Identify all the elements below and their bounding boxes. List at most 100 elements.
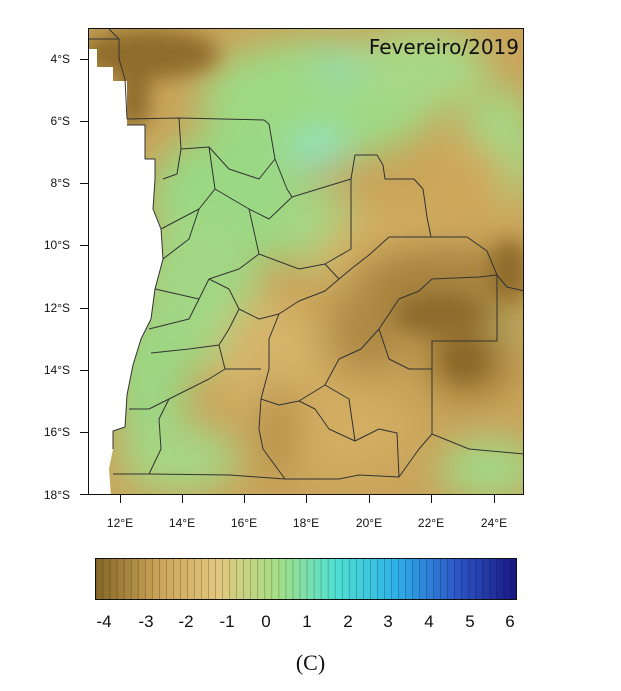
colorbar-bin <box>342 559 350 599</box>
y-tick-mark <box>80 432 88 433</box>
colorbar-bin <box>278 559 287 599</box>
colorbar-label: 5 <box>465 612 475 631</box>
colorbar-bin <box>138 559 146 599</box>
x-tick-mark <box>120 495 121 503</box>
colorbar-bin <box>110 559 118 599</box>
colorbar-bin <box>201 559 210 599</box>
colorbar-bin <box>285 559 294 599</box>
colorbar-label: 2 <box>343 612 353 631</box>
map-title: Fevereiro/2019 <box>368 35 519 59</box>
colorbar-bin <box>349 559 357 599</box>
colorbar-bin <box>187 559 195 599</box>
colorbar-bin <box>384 559 392 599</box>
colorbar-bin <box>145 559 153 599</box>
x-tick-label: 12°E <box>106 516 134 530</box>
colorbar-bin <box>391 559 399 599</box>
colorbar-bin <box>131 559 139 599</box>
colorbar-bin <box>454 559 463 599</box>
colorbar-bin <box>412 559 421 599</box>
colorbar-bin <box>496 559 505 599</box>
colorbar-bin <box>243 559 252 599</box>
colorbar-bin <box>124 559 132 599</box>
colorbar-label: 6 <box>505 612 515 631</box>
colorbar-bin <box>440 559 449 599</box>
colorbar-bin <box>356 559 364 599</box>
colorbar-bin <box>250 559 259 599</box>
colorbar-bin <box>96 559 104 599</box>
y-tick-mark <box>80 494 88 495</box>
figure-caption: (C) <box>295 650 326 675</box>
colorbar-bin <box>398 559 406 599</box>
y-tick-mark <box>80 370 88 371</box>
colorbar-bin <box>159 559 167 599</box>
colorbar-bin <box>363 559 371 599</box>
colorbar-bin <box>152 559 160 599</box>
colorbar-bin <box>299 559 308 599</box>
y-tick-label: 8°S <box>50 176 70 190</box>
country-borders <box>89 29 523 480</box>
colorbar-bin <box>503 559 512 599</box>
colorbar-bin <box>377 559 385 599</box>
x-tick-mark <box>369 495 370 503</box>
y-tick-label: 6°S <box>50 114 70 128</box>
y-tick-label: 14°S <box>43 363 70 377</box>
y-tick-label: 18°S <box>43 488 70 502</box>
x-tick-mark <box>182 495 183 503</box>
colorbar-bin <box>461 559 470 599</box>
y-tick-mark <box>80 121 88 122</box>
colorbar-label: 3 <box>383 612 393 631</box>
y-tick-mark <box>80 245 88 246</box>
y-tick-mark <box>80 59 88 60</box>
colorbar-bin <box>328 559 336 599</box>
colorbar-bin <box>426 559 435 599</box>
colorbar-bin <box>321 559 329 599</box>
colorbar-bin <box>447 559 456 599</box>
colorbar-bin <box>419 559 428 599</box>
map-panel: Fevereiro/2019 <box>88 28 524 495</box>
colorbar-bin <box>215 559 224 599</box>
colorbar-bin <box>370 559 378 599</box>
y-tick-mark <box>80 183 88 184</box>
colorbar-bin <box>208 559 217 599</box>
colorbar-label: -4 <box>96 612 112 631</box>
colorbar <box>95 558 517 600</box>
colorbar-label: 0 <box>261 612 271 631</box>
colorbar-label: -1 <box>219 612 235 631</box>
colorbar-bin <box>180 559 188 599</box>
y-tick-mark <box>80 308 88 309</box>
map-canvas <box>89 29 523 494</box>
colorbar-bin <box>257 559 266 599</box>
y-tick-label: 10°S <box>43 238 70 252</box>
colorbar-bin <box>307 559 315 599</box>
x-tick-mark <box>494 495 495 503</box>
colorbar-bin <box>475 559 484 599</box>
x-tick-label: 16°E <box>230 516 258 530</box>
colorbar-bin <box>236 559 245 599</box>
colorbar-bin <box>103 559 111 599</box>
colorbar-label: -2 <box>178 612 194 631</box>
colorbar-bin <box>117 559 125 599</box>
colorbar-bin <box>229 559 238 599</box>
colorbar-bin <box>482 559 491 599</box>
colorbar-label: 4 <box>424 612 434 631</box>
colorbar-label: 1 <box>302 612 312 631</box>
colorbar-bin <box>405 559 413 599</box>
y-tick-label: 4°S <box>50 52 70 66</box>
colorbar-bin <box>468 559 477 599</box>
colorbar-bin <box>335 559 343 599</box>
no-data-mask <box>89 49 97 494</box>
anomaly-field <box>89 29 523 494</box>
x-tick-mark <box>306 495 307 503</box>
x-tick-mark <box>244 495 245 503</box>
colorbar-bin <box>264 559 273 599</box>
colorbar-scale <box>96 559 516 599</box>
x-tick-label: 18°E <box>292 516 320 530</box>
colorbar-label: -3 <box>138 612 154 631</box>
colorbar-bin <box>166 559 174 599</box>
y-tick-label: 12°S <box>43 301 70 315</box>
colorbar-bin <box>433 559 442 599</box>
colorbar-bin <box>489 559 498 599</box>
x-tick-label: 14°E <box>168 516 196 530</box>
x-tick-label: 24°E <box>480 516 508 530</box>
colorbar-bin <box>222 559 231 599</box>
